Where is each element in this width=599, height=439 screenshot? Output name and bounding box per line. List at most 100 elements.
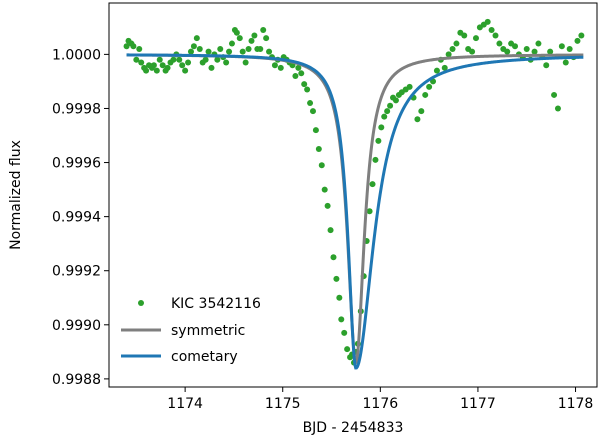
- data-point: [338, 316, 345, 323]
- data-point: [301, 81, 308, 88]
- data-point: [164, 64, 171, 71]
- data-point: [266, 48, 273, 55]
- data-point: [445, 51, 452, 58]
- y-tick-label: 0.9992: [52, 264, 101, 280]
- data-point: [562, 59, 569, 66]
- data-point: [159, 62, 166, 69]
- data-point: [578, 32, 585, 39]
- data-point: [143, 67, 150, 74]
- data-point: [150, 62, 157, 69]
- data-point: [239, 48, 246, 55]
- data-point: [496, 40, 503, 47]
- data-point: [130, 43, 137, 50]
- data-point: [307, 100, 314, 107]
- data-point: [543, 62, 550, 69]
- x-tick-label: 1177: [460, 396, 496, 412]
- data-point: [574, 37, 581, 44]
- data-point: [309, 108, 316, 115]
- data-point: [381, 113, 388, 120]
- cometary-model-line: [126, 53, 584, 370]
- axes-frame: [108, 2, 598, 388]
- data-point: [226, 48, 233, 55]
- data-point: [228, 40, 235, 47]
- data-point: [341, 329, 348, 336]
- data-point: [472, 35, 479, 42]
- data-point: [384, 108, 391, 115]
- data-point: [566, 45, 573, 52]
- data-point: [156, 56, 163, 63]
- data-point: [387, 102, 394, 109]
- data-point: [187, 48, 194, 55]
- y-tick-label: 1.0000: [52, 47, 101, 63]
- data-point: [392, 97, 399, 104]
- y-tick-label: 0.9994: [52, 210, 101, 226]
- legend-label-cometary: cometary: [171, 349, 238, 365]
- data-point: [205, 48, 212, 55]
- data-point: [558, 43, 565, 50]
- data-point: [257, 45, 264, 52]
- legend-label-symmetric: symmetric: [171, 323, 245, 339]
- x-tick-label: 1178: [558, 396, 594, 412]
- data-point: [196, 45, 203, 52]
- data-point: [123, 43, 130, 50]
- data-point: [372, 156, 379, 163]
- data-point: [170, 56, 177, 63]
- data-point: [406, 83, 413, 90]
- data-point: [523, 45, 530, 52]
- data-point: [453, 40, 460, 47]
- data-point: [333, 275, 340, 282]
- symmetric-model-line: [126, 53, 584, 366]
- data-point: [223, 59, 230, 66]
- data-point: [176, 56, 183, 63]
- data-point: [321, 186, 328, 193]
- data-point: [136, 45, 143, 52]
- data-point: [375, 137, 382, 144]
- data-point: [133, 56, 140, 63]
- data-point: [202, 56, 209, 63]
- plot-area: [123, 18, 585, 370]
- data-point: [295, 64, 302, 71]
- data-point: [214, 56, 221, 63]
- data-point: [433, 67, 440, 74]
- data-point: [185, 59, 192, 66]
- data-point: [449, 45, 456, 52]
- data-point: [551, 91, 558, 98]
- data-point: [312, 127, 319, 134]
- data-point: [461, 32, 468, 39]
- data-point: [208, 64, 215, 71]
- data-point: [193, 35, 200, 42]
- x-axis-ticks: 1174 1175 1176 1177 1178: [167, 387, 593, 412]
- data-point: [298, 70, 305, 77]
- data-point: [190, 43, 197, 50]
- data-point: [512, 43, 519, 50]
- data-point: [236, 35, 243, 42]
- data-point: [369, 181, 376, 188]
- x-axis-label: BJD - 2454833: [303, 420, 404, 436]
- data-point: [330, 254, 337, 261]
- data-point: [535, 40, 542, 47]
- data-point: [418, 108, 425, 115]
- data-point: [242, 59, 249, 66]
- data-point: [469, 48, 476, 55]
- data-point: [366, 208, 373, 215]
- data-point: [344, 346, 351, 353]
- data-point: [263, 35, 270, 42]
- data-point: [245, 45, 252, 52]
- data-point: [554, 105, 561, 112]
- y-axis-ticks: 0.9988 0.9990 0.9992 0.9994 0.9996 0.9998 1.00…: [52, 47, 109, 388]
- data-point: [260, 27, 267, 34]
- data-point: [414, 116, 421, 123]
- data-point: [336, 294, 343, 301]
- y-axis-label: Normalized flux: [8, 140, 24, 250]
- data-point: [292, 73, 299, 80]
- data-point: [531, 48, 538, 55]
- data-point: [378, 124, 385, 131]
- x-tick-label: 1174: [167, 396, 203, 412]
- data-point: [318, 162, 325, 169]
- y-tick-label: 0.9998: [52, 101, 101, 117]
- data-point: [217, 45, 224, 52]
- data-point: [504, 48, 511, 55]
- data-point: [315, 146, 322, 153]
- data-point: [484, 18, 491, 25]
